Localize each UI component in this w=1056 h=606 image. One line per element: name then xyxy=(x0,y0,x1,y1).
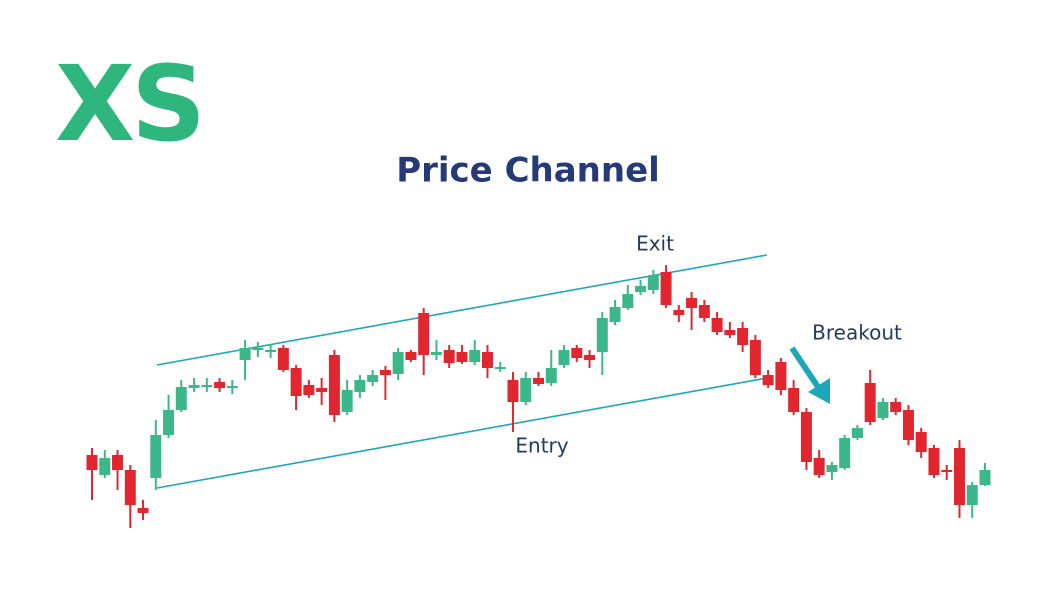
candle-body xyxy=(354,380,366,392)
candle-body xyxy=(711,318,723,332)
candle-body xyxy=(341,390,353,412)
candle-body xyxy=(660,272,672,305)
candle-body xyxy=(584,355,596,360)
candle-body xyxy=(775,362,787,390)
candle-body xyxy=(941,470,953,472)
arrow-shaft xyxy=(789,346,823,392)
candle-body xyxy=(201,385,213,387)
annotation: Entry xyxy=(515,434,568,458)
candle-body xyxy=(265,350,277,352)
candle-body xyxy=(749,340,761,375)
candle-body xyxy=(890,402,902,412)
candle-body xyxy=(494,367,506,369)
candle-body xyxy=(915,432,927,452)
candle-body xyxy=(686,298,698,308)
annotation: Breakout xyxy=(812,321,902,345)
candle-body xyxy=(622,294,634,308)
arrow-head xyxy=(808,378,830,404)
candle-body xyxy=(928,448,940,475)
candle-body xyxy=(303,385,315,395)
candle-body xyxy=(647,275,659,290)
candle-body xyxy=(252,348,264,350)
candle-body xyxy=(800,412,812,462)
candle-body xyxy=(277,348,289,370)
candle-body xyxy=(328,355,340,415)
candle-body xyxy=(953,448,965,505)
candle-body xyxy=(545,368,557,383)
candle-body xyxy=(214,382,226,388)
candle-body xyxy=(163,410,175,435)
candle-body xyxy=(443,350,455,363)
candle-body xyxy=(507,380,519,402)
candle-body xyxy=(877,402,889,418)
candle-body xyxy=(430,352,442,355)
candle-body xyxy=(481,352,493,368)
candle-body xyxy=(226,386,238,388)
candle-body xyxy=(86,455,98,470)
candle-body xyxy=(418,313,430,355)
candle-body xyxy=(456,352,468,362)
chart-title: Price Channel xyxy=(396,151,660,191)
candle-body xyxy=(571,348,583,358)
candle-body xyxy=(150,435,162,478)
candle-body xyxy=(724,330,736,335)
channel xyxy=(156,254,768,489)
candle-body xyxy=(979,470,991,485)
candle-body xyxy=(851,428,863,438)
channel-line xyxy=(156,377,768,489)
candle-body xyxy=(558,350,570,365)
logo: XS xyxy=(55,43,202,165)
candle-body xyxy=(290,368,302,396)
candle-body xyxy=(966,485,978,505)
candle-body xyxy=(737,328,749,345)
candle-body xyxy=(112,455,124,470)
candle-body xyxy=(137,508,149,513)
candle-body xyxy=(239,348,251,360)
annotation: Exit xyxy=(636,232,674,256)
candle-body xyxy=(469,350,481,362)
candle-body xyxy=(533,378,544,384)
candle-body xyxy=(609,307,621,322)
candle-body xyxy=(762,375,774,385)
candle-body xyxy=(839,438,851,468)
candle-body xyxy=(379,370,391,375)
candle-body xyxy=(124,470,136,505)
candle-body xyxy=(175,387,187,410)
candle-body xyxy=(635,286,647,292)
candle-body xyxy=(698,305,710,318)
candle-body xyxy=(392,352,404,374)
candle-body xyxy=(316,388,328,392)
candle-body xyxy=(788,388,800,412)
candle-body xyxy=(596,318,608,352)
candle-body xyxy=(864,383,876,422)
candle-body xyxy=(813,458,825,475)
candle-body xyxy=(405,352,417,360)
candle-body xyxy=(902,410,914,440)
candle-body xyxy=(188,385,200,388)
candle-body xyxy=(367,375,379,382)
candle-body xyxy=(826,465,838,472)
candle-body xyxy=(99,458,111,475)
candle-body xyxy=(520,378,532,402)
candle-body xyxy=(673,310,685,315)
